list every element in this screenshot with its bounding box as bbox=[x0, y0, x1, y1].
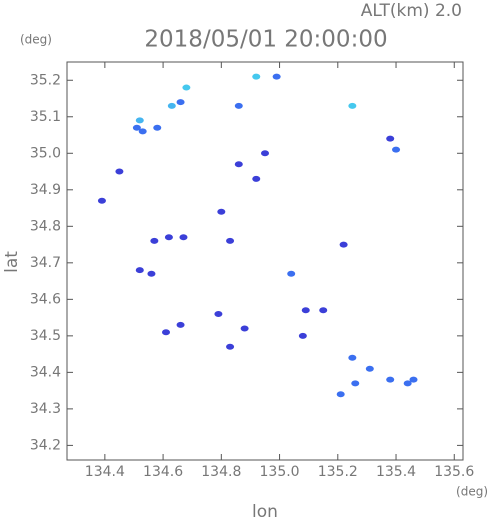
echo-point bbox=[150, 237, 159, 244]
x-tick-label: 135.6 bbox=[434, 464, 474, 480]
echo-point bbox=[147, 270, 156, 277]
chart-title: 2018/05/01 20:00:00 bbox=[144, 27, 387, 53]
echo-point bbox=[226, 237, 235, 244]
echo-point bbox=[135, 117, 144, 124]
echo-point bbox=[164, 234, 173, 241]
echo-point bbox=[339, 241, 348, 248]
echo-point bbox=[234, 102, 243, 109]
x-unit: (deg) bbox=[456, 485, 488, 499]
x-tick-label: 135.0 bbox=[260, 464, 300, 480]
echo-point bbox=[298, 332, 307, 339]
echo-point bbox=[252, 73, 261, 80]
echo-point bbox=[176, 99, 185, 106]
echo-point bbox=[319, 307, 328, 314]
echo-point bbox=[179, 234, 188, 241]
echo-point bbox=[348, 102, 357, 109]
echo-point bbox=[409, 376, 418, 383]
echo-point bbox=[138, 128, 147, 135]
echo-point bbox=[135, 267, 144, 274]
y-tick-label: 34.7 bbox=[30, 255, 61, 271]
echo-point bbox=[287, 270, 296, 277]
echo-point bbox=[97, 197, 106, 204]
x-tick-label: 135.2 bbox=[318, 464, 358, 480]
y-unit: (deg) bbox=[20, 33, 52, 47]
echo-point bbox=[182, 84, 191, 91]
echo-point bbox=[386, 135, 395, 142]
echo-point bbox=[214, 310, 223, 317]
echo-point bbox=[348, 354, 357, 361]
echo-point bbox=[167, 102, 176, 109]
y-tick-label: 35.0 bbox=[30, 145, 61, 161]
echo-point bbox=[176, 321, 185, 328]
plot-frame bbox=[66, 61, 464, 461]
echo-point bbox=[240, 325, 249, 332]
y-tick-label: 34.3 bbox=[30, 401, 61, 417]
y-tick-label: 35.1 bbox=[30, 109, 61, 125]
x-tick-label: 135.4 bbox=[376, 464, 416, 480]
x-axis-label: lon bbox=[252, 502, 278, 521]
echo-point bbox=[153, 124, 162, 131]
echo-point bbox=[162, 329, 170, 336]
echo-point bbox=[351, 380, 360, 387]
y-tick-label: 34.2 bbox=[30, 437, 61, 453]
echo-point bbox=[226, 343, 235, 350]
echo-point bbox=[252, 175, 261, 182]
echo-point bbox=[261, 150, 269, 157]
y-tick-label: 34.5 bbox=[30, 328, 61, 344]
y-tick-label: 34.6 bbox=[30, 291, 61, 307]
echo-point bbox=[386, 376, 395, 383]
echo-point bbox=[132, 124, 141, 131]
x-tick-label: 134.4 bbox=[85, 464, 125, 480]
echo-point bbox=[272, 73, 281, 80]
echo-point bbox=[115, 168, 124, 175]
echo-point bbox=[392, 146, 401, 153]
echo-point bbox=[217, 208, 226, 215]
echo-point bbox=[234, 161, 243, 168]
echo-point bbox=[365, 365, 374, 372]
echo-point bbox=[301, 307, 310, 314]
y-tick-label: 34.4 bbox=[30, 364, 61, 380]
y-tick-label: 35.2 bbox=[30, 72, 61, 88]
y-axis-label: lat bbox=[2, 251, 22, 273]
y-tick-label: 34.9 bbox=[30, 182, 61, 198]
altitude-label: ALT(km) 2.0 bbox=[361, 1, 462, 21]
x-tick-label: 134.8 bbox=[201, 464, 241, 480]
x-tick-label: 134.6 bbox=[143, 464, 183, 480]
echo-point bbox=[336, 391, 345, 398]
y-tick-label: 34.8 bbox=[30, 218, 61, 234]
echo-point bbox=[403, 380, 412, 387]
